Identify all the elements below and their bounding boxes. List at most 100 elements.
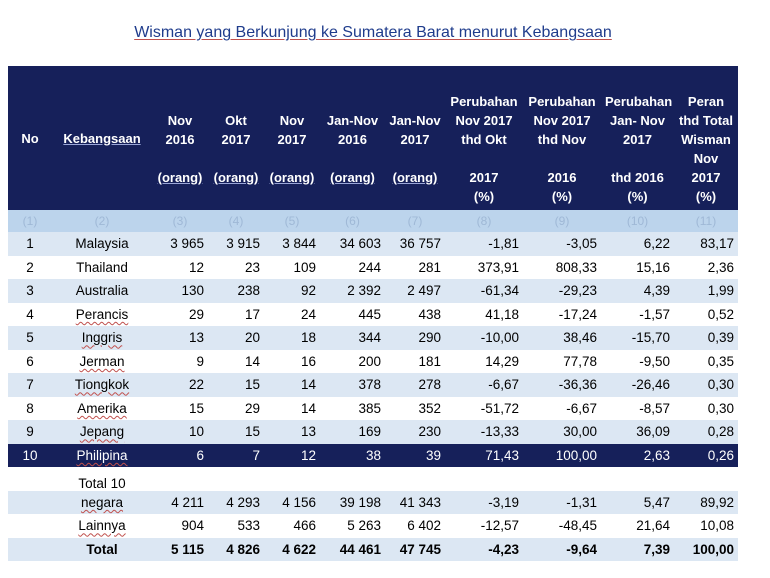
table-cell: 36,09 — [601, 420, 674, 444]
table-cell — [208, 467, 264, 491]
cell-text: Amerika — [77, 400, 127, 416]
header-jannov2017: Jan-Nov 2017 (orang) — [385, 66, 445, 210]
cell-text: Lainnya — [78, 518, 126, 534]
table-cell: 385 — [358, 400, 381, 416]
table-cell: 344 — [320, 326, 385, 350]
table-cell: 4 826 — [208, 537, 264, 561]
table-cell: 0,28 — [674, 420, 738, 444]
table-cell: 238 — [208, 279, 264, 303]
table-cell: 15 — [208, 373, 264, 397]
cell-text: Peran — [687, 94, 725, 109]
cell-text: Perubahan — [528, 94, 596, 109]
table-row: 6 Jerman 9 14 16 200 181 14,29 77,78 -9,50 0,35 — [8, 350, 738, 374]
table-cell: 23 — [244, 259, 260, 275]
tourist-table: No Kebangsaan Nov 2016 (orang) Okt 2017 (ora… — [8, 66, 738, 561]
table-cell: 109 — [293, 259, 316, 275]
table-cell: 281 — [418, 259, 441, 275]
table-cell: 3 — [8, 279, 52, 303]
table-cell: 20 — [208, 326, 264, 350]
cell-text: Tiongkok — [74, 377, 130, 393]
table-cell — [445, 467, 523, 491]
table-cell: 14,29 — [485, 353, 519, 369]
table-cell: 6,22 — [601, 232, 674, 256]
table-cell: 4 622 — [264, 537, 320, 561]
table-cell: 30,00 — [523, 420, 601, 444]
table-cell: 9 — [196, 353, 204, 369]
table-cell — [8, 514, 52, 538]
table-cell: 41,18 — [485, 306, 519, 322]
total10-row: Total 10 — [8, 467, 738, 491]
table-cell: 41 343 — [385, 490, 445, 514]
cell-text: 2017 — [623, 132, 652, 147]
table-cell: 29 — [244, 400, 260, 416]
table-cell: -6,67 — [566, 400, 597, 416]
table-cell: 0,30 — [674, 373, 738, 397]
table-cell: 92 — [264, 279, 320, 303]
table-cell: 6 — [152, 443, 208, 467]
table-cell: 4 211 — [152, 490, 208, 514]
table-cell: 244 — [358, 259, 381, 275]
table-cell: 438 — [418, 306, 441, 322]
table-cell: Australia — [52, 279, 152, 303]
table-cell: 15 — [208, 420, 264, 444]
table-cell: -15,70 — [601, 326, 674, 350]
table-cell: 6 402 — [407, 518, 441, 534]
table-cell: 38,46 — [523, 326, 601, 350]
table-cell: 21,64 — [636, 518, 670, 534]
table-cell — [601, 467, 674, 491]
cell-text: Inggris — [81, 330, 123, 346]
table-cell: 445 — [358, 306, 381, 322]
table-cell: 100,00 — [523, 443, 601, 467]
table-cell: 169 — [320, 420, 385, 444]
table-cell: 8 — [26, 400, 34, 416]
table-cell: 4,39 — [601, 279, 674, 303]
header-kebangsaan: Kebangsaan — [52, 66, 152, 210]
table-cell: 10,08 — [700, 518, 734, 534]
table-cell: 1,99 — [674, 279, 738, 303]
table-cell: 4 — [26, 306, 34, 322]
table-cell: 7 — [8, 373, 52, 397]
table-cell: 0,26 — [674, 443, 738, 467]
table-cell: 181 — [418, 353, 441, 369]
cell-text: 2017 — [469, 170, 499, 185]
page-title: Wisman yang Berkunjung ke Sumatera Barat… — [0, 24, 746, 42]
total-row: Total 5 115 4 826 4 622 44 461 47 745 -4,23… — [8, 537, 738, 561]
table-cell: 3 915 — [208, 232, 264, 256]
table-cell: 14 — [244, 353, 260, 369]
table-cell: 0,52 — [707, 306, 734, 322]
table-row: 3 Australia 130 238 92 2 392 2 497 -61,34 -29… — [8, 279, 738, 303]
table-cell: -17,24 — [558, 306, 597, 322]
header-row: No Kebangsaan Nov 2016 (orang) Okt 2017 (ora… — [8, 66, 738, 210]
table-cell: 18 — [264, 326, 320, 350]
cell-text: 2016 — [547, 170, 577, 185]
table-cell: 4 293 — [208, 490, 264, 514]
table-cell: Tiongkok — [52, 373, 152, 397]
table-cell: -9,50 — [639, 353, 670, 369]
table-cell: 5 115 — [152, 537, 208, 561]
table-cell: 83,17 — [674, 232, 738, 256]
table-cell: 12 — [264, 443, 320, 467]
table-cell: 9 — [8, 420, 52, 444]
table-row: 9 Jepang 10 15 13 169 230 -13,33 30,00 36,09 0,… — [8, 420, 738, 444]
table-cell — [8, 467, 52, 491]
table-cell: -48,45 — [558, 518, 597, 534]
table-cell — [523, 467, 601, 491]
lainnya-row: Lainnya 904 533 466 5 263 6 402 -12,57 -48,4… — [8, 514, 738, 538]
table-cell: -51,72 — [480, 400, 519, 416]
cell-text: Nov 2017 — [455, 113, 513, 128]
table-cell: -6,67 — [445, 373, 523, 397]
table-cell: 14 — [264, 373, 320, 397]
table-cell: 10 — [8, 443, 52, 467]
table-cell — [674, 467, 738, 491]
cell-text: (orang) — [213, 170, 259, 185]
table-cell: 4 156 — [264, 490, 320, 514]
cell-text: Wisman — [681, 132, 731, 147]
cell-text: Wisman yang Berkunjung ke Sumatera Barat… — [134, 24, 612, 41]
table-cell — [320, 467, 385, 491]
table-cell: 6 — [26, 353, 34, 369]
table-cell: -1,81 — [445, 232, 523, 256]
cell-text: Perubahan — [450, 94, 518, 109]
column-codes-row: (1) (2) (3) (4) (5) (6) (7) (8) (9) (10)… — [8, 210, 738, 232]
table-row: 7 Tiongkok 22 15 14 378 278 -6,67 -36,36 -26,4… — [8, 373, 738, 397]
table-cell: 7,39 — [601, 537, 674, 561]
